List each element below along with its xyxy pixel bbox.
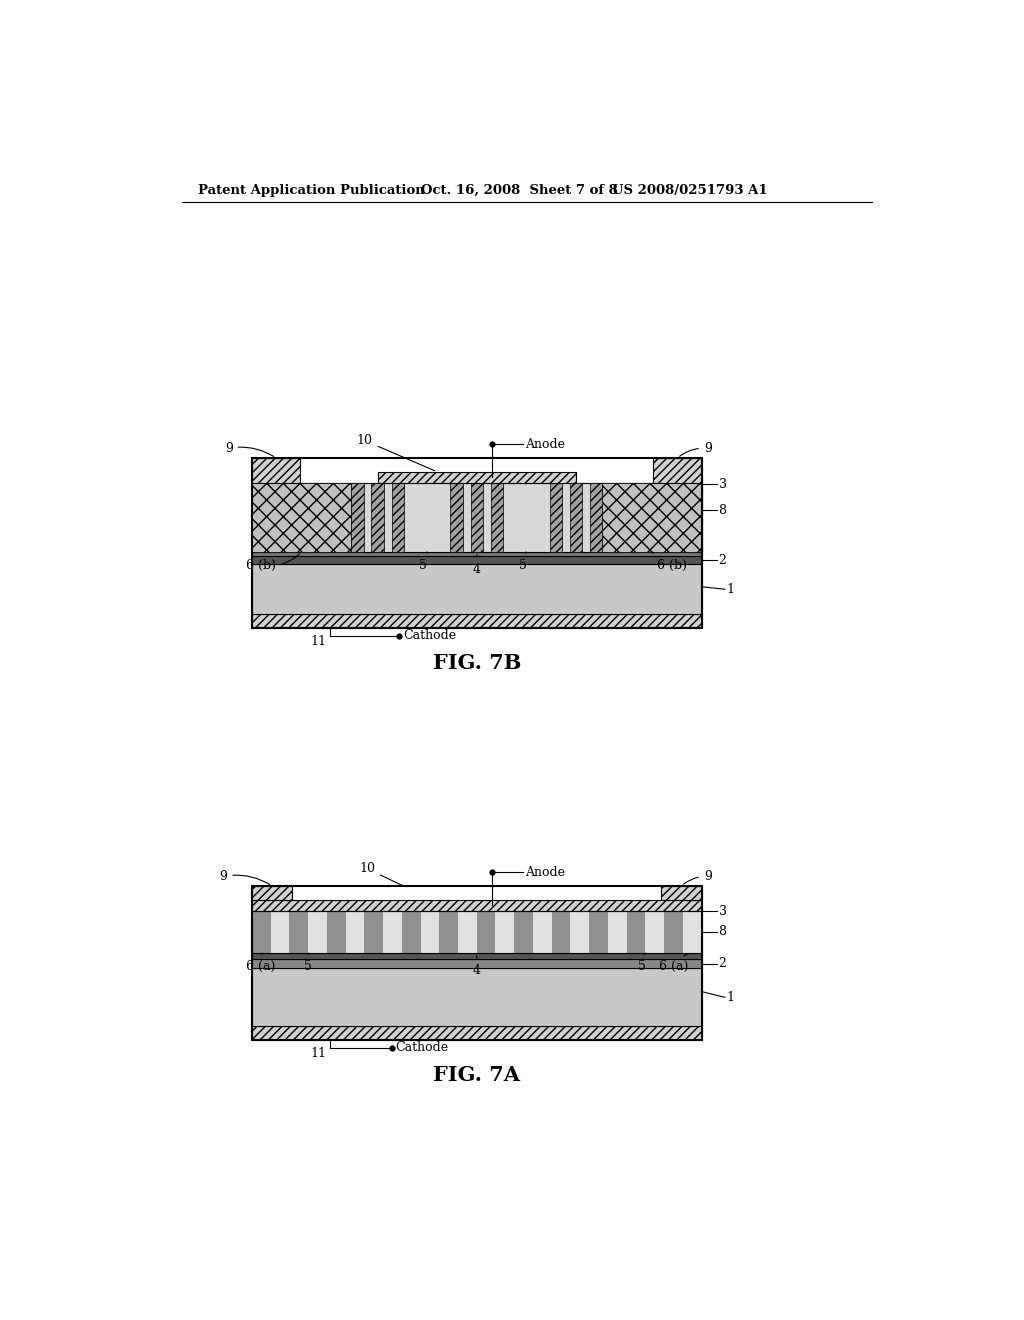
Text: 5: 5 [638,953,645,973]
Bar [252,911,270,953]
Bar [378,471,575,483]
Bar [401,911,421,953]
Bar [252,458,300,483]
Text: 9: 9 [683,870,712,884]
Bar [365,911,383,953]
Text: 1: 1 [726,582,734,595]
Text: 2: 2 [719,554,726,566]
Text: 6 (b): 6 (b) [652,552,686,572]
Bar [252,900,701,911]
Bar [252,557,701,564]
Text: Cathode: Cathode [395,1041,449,1055]
Bar [252,969,701,1026]
Bar [252,483,701,552]
Text: 11: 11 [310,1047,326,1060]
Bar [569,483,583,552]
Text: Oct. 16, 2008  Sheet 7 of 8: Oct. 16, 2008 Sheet 7 of 8 [421,185,617,197]
Bar [421,911,439,953]
Bar [290,911,308,953]
Bar [496,911,514,953]
Bar [490,483,503,552]
Bar [550,483,562,552]
Text: Patent Application Publication: Patent Application Publication [198,185,425,197]
Bar [252,960,701,969]
Bar [252,552,701,557]
Bar [351,483,364,552]
Text: Cathode: Cathode [403,630,457,643]
Bar [590,483,602,552]
Bar [252,886,292,900]
Text: 1: 1 [726,991,734,1003]
Bar [532,911,552,953]
Bar [252,614,701,628]
Bar [664,911,683,953]
Text: 8: 8 [719,504,727,517]
Text: 10: 10 [356,434,434,471]
Bar [552,911,570,953]
Bar [270,911,290,953]
Text: FIG. 7A: FIG. 7A [433,1065,520,1085]
Text: Anode: Anode [525,437,565,450]
Bar [653,458,701,483]
Text: 9: 9 [219,870,269,884]
Bar [252,886,701,1040]
Text: 3: 3 [719,906,727,917]
Text: 9: 9 [225,442,273,457]
Bar [458,911,477,953]
Text: 5: 5 [304,953,312,973]
Text: US 2008/0251793 A1: US 2008/0251793 A1 [612,185,768,197]
Bar [451,483,463,552]
Bar [252,911,701,953]
Bar [252,458,701,628]
Bar [608,911,627,953]
Bar [627,911,645,953]
Bar [471,483,483,552]
Text: 11: 11 [310,635,326,648]
Bar [477,911,496,953]
Bar [645,911,664,953]
Bar [346,911,365,953]
Text: 3: 3 [719,478,727,491]
Bar [252,953,701,960]
Bar [252,483,701,552]
Bar [252,1026,701,1040]
Text: FIG. 7B: FIG. 7B [432,653,521,673]
Bar [383,911,401,953]
Bar [683,911,701,953]
Bar [570,911,589,953]
Bar [662,886,701,900]
Bar [589,911,608,953]
Text: 5: 5 [420,552,427,572]
Bar [602,483,701,552]
Bar [372,483,384,552]
Bar [308,911,327,953]
Bar [252,564,701,614]
Text: 2: 2 [719,957,726,970]
Bar [514,911,532,953]
Bar [327,911,346,953]
Text: Anode: Anode [525,866,565,879]
Bar [252,911,701,953]
Text: 4: 4 [473,554,481,576]
Text: 6 (b): 6 (b) [246,554,300,572]
Bar [439,911,458,953]
Text: 5: 5 [518,552,526,572]
Text: 6 (a): 6 (a) [246,953,275,973]
Text: 6 (a): 6 (a) [658,953,689,973]
Text: 4: 4 [473,956,481,977]
Bar [252,483,351,552]
Text: 9: 9 [680,442,712,457]
Text: 10: 10 [359,862,404,887]
Bar [391,483,403,552]
Text: 8: 8 [719,925,727,939]
